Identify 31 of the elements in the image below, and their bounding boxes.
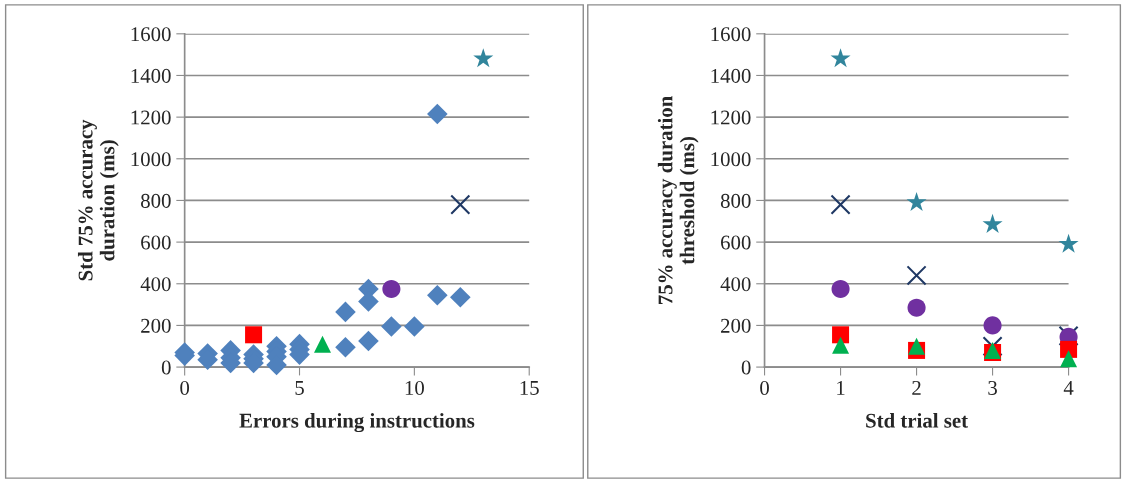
- x-tick-label: 2: [912, 380, 921, 395]
- y-tick-label: 600: [721, 235, 751, 250]
- x-tick-label: 1: [837, 380, 845, 395]
- y-tick-label: 0: [161, 360, 171, 375]
- y-tick-label: 400: [720, 277, 751, 292]
- x-tick-label: 0: [760, 380, 769, 395]
- y-tick-label: 0: [741, 360, 751, 375]
- y-tick-label: 1600: [711, 27, 751, 42]
- x-tick-label: 10: [405, 380, 424, 395]
- y-tick-label: 400: [140, 277, 171, 292]
- y-tick-label: 200: [721, 318, 751, 333]
- y-tick-label: 600: [141, 235, 171, 250]
- y-tick-label: 200: [141, 318, 171, 333]
- y-axis-title: Std 75% accuracy duration (ms): [77, 119, 119, 281]
- y-tick-label: 1600: [131, 27, 171, 42]
- x-axis-title: Std trial set: [866, 413, 968, 428]
- y-tick-label: 1000: [131, 152, 171, 167]
- y-tick-label: 1000: [711, 152, 751, 167]
- y-tick-label: 1400: [711, 68, 751, 83]
- y-tick-label: 800: [141, 193, 171, 208]
- y-tick-label: 1200: [131, 110, 171, 125]
- y-tick-label: 1400: [131, 68, 171, 83]
- y-tick-label: 1200: [711, 110, 751, 125]
- x-tick-label: 0: [180, 380, 190, 395]
- x-tick-label: 15: [520, 380, 539, 395]
- y-axis-title: 75% accuracy duration threshold (ms): [657, 96, 699, 304]
- y-tick-label: 800: [720, 193, 751, 208]
- x-tick-label: 5: [295, 381, 304, 395]
- x-axis-title: Errors during instructions: [239, 413, 475, 433]
- x-tick-label: 4: [1063, 381, 1074, 395]
- x-tick-label: 3: [988, 380, 997, 395]
